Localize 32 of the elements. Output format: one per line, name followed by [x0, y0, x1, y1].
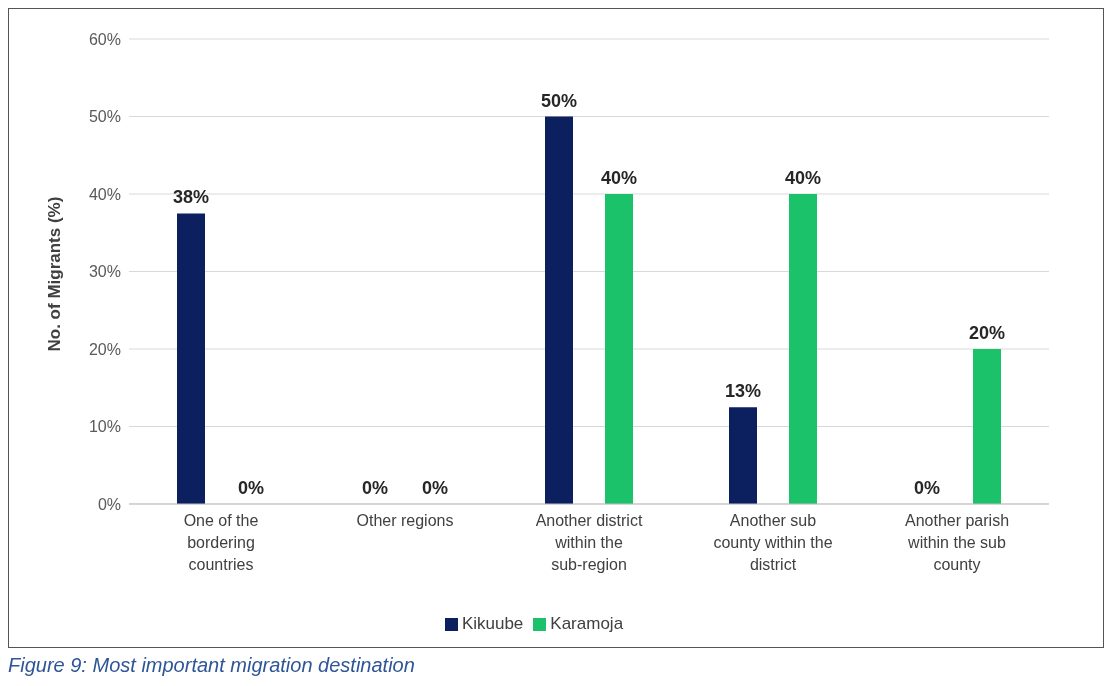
y-tick-label: 40% — [88, 185, 121, 203]
x-tick-label: Another parish within the sub county — [904, 512, 1010, 573]
data-label: 40% — [784, 168, 822, 188]
y-tick-label: 20% — [88, 340, 121, 358]
bar — [177, 213, 205, 504]
data-label: 13% — [724, 381, 762, 402]
bar — [973, 349, 1001, 504]
data-label: 20% — [968, 323, 1006, 343]
legend-label: Karamoja — [550, 614, 624, 633]
data-label: 0% — [421, 477, 449, 498]
y-tick-label: 30% — [88, 263, 121, 281]
bar — [789, 194, 817, 504]
legend-label: Kikuube — [461, 614, 524, 633]
x-tick-label: Another sub county within the district — [713, 512, 833, 573]
bar — [545, 116, 573, 504]
data-label: 0% — [913, 477, 941, 498]
bar — [729, 407, 757, 504]
y-axis-title: No. of Migrants (%) — [45, 196, 65, 352]
x-tick-label: One of the bordering countries — [183, 512, 259, 573]
data-label: 40% — [600, 168, 638, 188]
data-label: 0% — [237, 477, 265, 498]
data-label: 50% — [540, 90, 578, 111]
y-tick-label: 10% — [88, 418, 121, 436]
x-tick-label: Another district within the sub-region — [535, 512, 643, 573]
data-label: 0% — [361, 477, 389, 498]
y-tick-label: 50% — [88, 108, 121, 126]
y-tick-label: 60% — [88, 30, 121, 48]
y-tick-label: 0% — [97, 495, 121, 513]
x-tick-label: Other regions — [356, 512, 454, 529]
bar — [605, 194, 633, 504]
data-label: 38% — [172, 187, 210, 208]
caption: Figure 9: Most important migration destination — [8, 654, 416, 677]
